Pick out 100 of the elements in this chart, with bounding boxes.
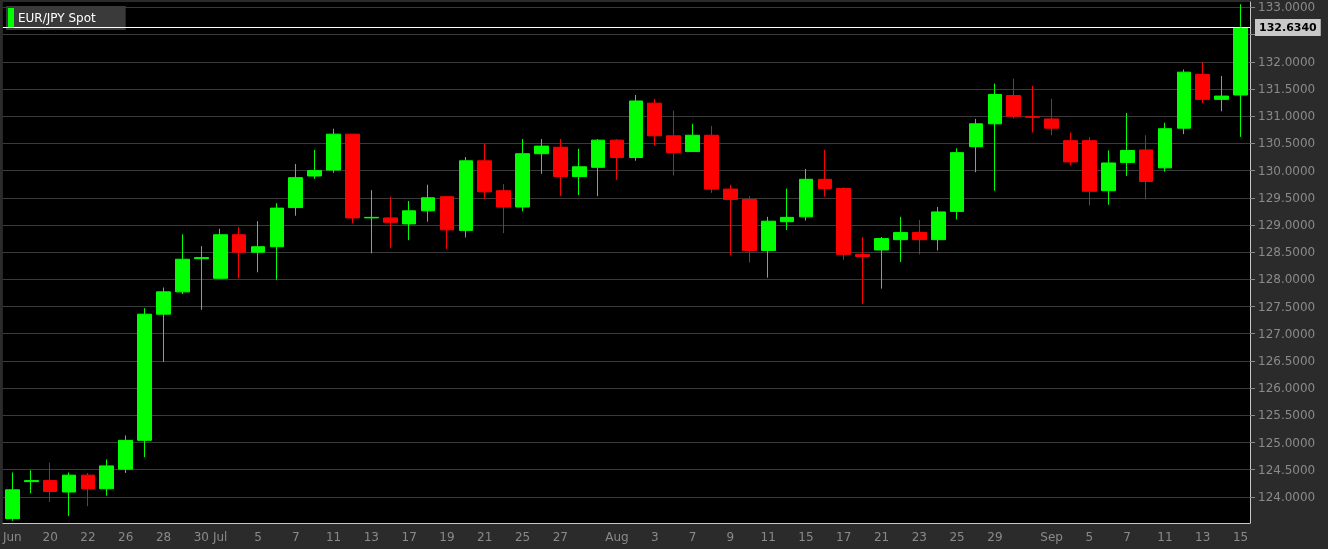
x-tick-label: 21 [873, 530, 890, 544]
candlestick [62, 471, 76, 517]
candlestick [1063, 132, 1078, 166]
candlestick [818, 149, 832, 198]
candlestick [459, 156, 473, 238]
candlestick [629, 94, 643, 162]
candlestick [1214, 75, 1229, 112]
x-tick-label: 26 [118, 530, 134, 544]
candlestick [893, 216, 908, 263]
x-tick-label: Jul [211, 530, 228, 544]
candlestick [572, 148, 587, 196]
y-tick-label: 127.5000 [1258, 299, 1316, 314]
candlestick [1006, 78, 1021, 119]
y-tick-label: 130.5000 [1258, 136, 1316, 151]
x-tick-label: 21 [477, 530, 493, 544]
x-tick-label: 7 [688, 530, 697, 544]
candlestick [534, 138, 549, 175]
x-tick-label: Jun [1, 530, 22, 544]
x-tick-label: 7 [1123, 530, 1131, 544]
x-tick-label: 15 [1232, 530, 1249, 544]
candlestick [477, 143, 492, 200]
y-tick-label: 124.0000 [1258, 489, 1316, 504]
x-tick-label: Sep [1040, 530, 1063, 544]
x-tick-label: 11 [760, 530, 776, 544]
x-tick-label: 11 [1157, 530, 1173, 544]
candlestick [1177, 68, 1191, 135]
y-tick-label: 126.5000 [1258, 353, 1316, 368]
candlestick [685, 123, 700, 153]
y-tick-label: 125.0000 [1258, 435, 1316, 450]
candlestick [232, 226, 246, 279]
candlestick [610, 138, 624, 181]
y-tick-label: 124.5000 [1258, 462, 1316, 477]
candlestick [402, 200, 416, 241]
candlestick [912, 219, 927, 255]
x-tick-label: 19 [439, 530, 455, 544]
candlestick [137, 307, 152, 458]
y-tick-label: 129.5000 [1258, 190, 1316, 205]
candlestick [836, 186, 851, 261]
candlestick [799, 168, 813, 222]
x-tick-label: 28 [155, 530, 172, 544]
candlestick [1101, 149, 1116, 206]
y-tick-label: 132.0000 [1258, 54, 1316, 69]
candlestick [988, 83, 1002, 192]
candlestick [496, 183, 511, 234]
y-tick-label: 128.5000 [1258, 245, 1316, 260]
x-tick-label: 13 [363, 530, 380, 544]
x-tick-label: 17 [401, 530, 417, 544]
y-tick-label: 128.0000 [1258, 272, 1316, 287]
candlestick [118, 434, 133, 474]
y-tick-label: 131.5000 [1258, 82, 1316, 97]
candlestick [742, 195, 757, 263]
candlestick [326, 128, 341, 174]
candlestick [194, 245, 209, 311]
x-tick-label: 7 [291, 530, 300, 544]
x-tick-label: 27 [552, 530, 568, 544]
x-tick-label: 15 [798, 530, 814, 544]
y-tick-label: 131.0000 [1258, 109, 1316, 124]
x-tick-label: 11 [325, 530, 342, 544]
ref-line-label: 132.6340 [1259, 21, 1318, 35]
y-tick-label: 133.0000 [1258, 0, 1316, 15]
candlestick [307, 149, 322, 180]
x-tick-label: 30 [193, 530, 209, 544]
y-tick-label: 129.0000 [1258, 217, 1316, 232]
x-tick-label: 13 [1195, 530, 1211, 544]
candlestick [874, 236, 889, 290]
candlestick [1195, 61, 1210, 104]
x-tick-label: 23 [911, 530, 927, 544]
candlestick [1025, 85, 1040, 134]
candlestick [5, 471, 20, 522]
x-tick-label: 29 [987, 530, 1003, 544]
x-tick-label: 9 [726, 530, 735, 544]
candlestick [666, 110, 681, 176]
candlestick [723, 184, 738, 256]
candlestick [1120, 112, 1135, 177]
candlestick [780, 188, 794, 231]
x-tick-label: 5 [1085, 530, 1094, 544]
candlestick [81, 472, 95, 507]
x-tick-label: 22 [80, 530, 96, 544]
x-tick-label: Aug [605, 530, 629, 544]
candlestick [704, 125, 719, 194]
candlestick [647, 98, 662, 147]
x-tick-label: 25 [949, 530, 965, 544]
x-tick-label: 17 [836, 530, 852, 544]
candlestick [1082, 136, 1097, 206]
y-tick-label: 126.0000 [1258, 381, 1316, 396]
candlestick [288, 163, 303, 217]
candlestick [421, 184, 435, 223]
candlestick [761, 216, 776, 279]
candlestick [1233, 3, 1248, 138]
candlestick [345, 133, 360, 224]
candlestick [969, 118, 983, 173]
x-tick-label: 20 [42, 530, 58, 544]
candlestick [383, 196, 398, 249]
candlestick [1139, 134, 1153, 200]
candlestick [553, 138, 568, 197]
candlestick [440, 195, 454, 250]
candlestick [99, 458, 114, 497]
candlestick [950, 147, 964, 221]
x-tick-label: 3 [650, 530, 659, 544]
candlestick [515, 138, 530, 212]
